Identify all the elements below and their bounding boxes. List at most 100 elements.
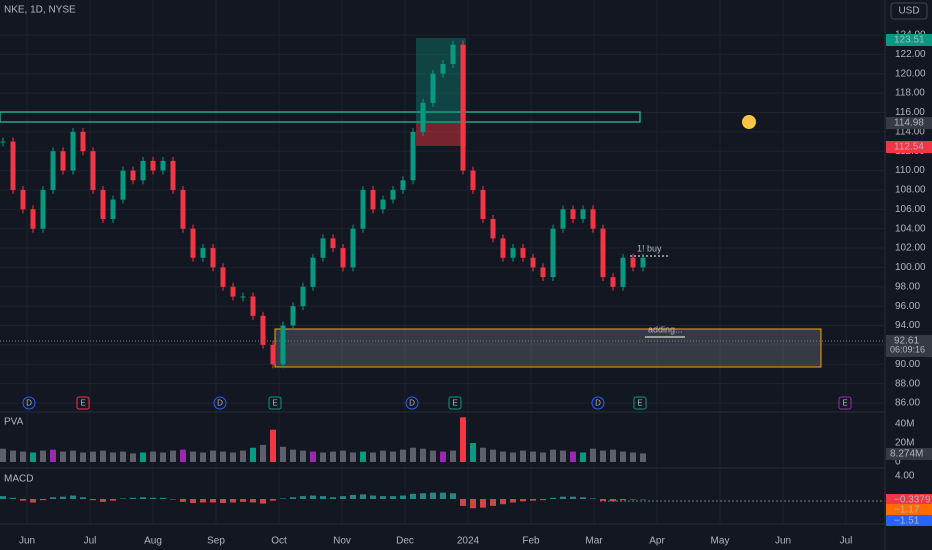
x-tick-label: Aug	[144, 536, 162, 547]
macd-tag	[886, 494, 932, 505]
candle	[590, 209, 596, 229]
event-marker[interactable]	[76, 396, 90, 410]
macd-bar	[150, 497, 156, 499]
event-label[interactable]: E	[842, 399, 847, 408]
candle	[510, 248, 516, 258]
volume-bar	[140, 452, 146, 462]
support-zone	[274, 328, 822, 368]
candle	[180, 189, 186, 229]
x-tick-label: Jul	[84, 536, 97, 547]
macd-bar	[380, 496, 386, 499]
volume-bar	[300, 450, 306, 462]
event-marker[interactable]	[22, 396, 36, 410]
volume-bar	[240, 450, 246, 462]
volume-bar	[420, 448, 426, 462]
macd-bar	[490, 499, 496, 506]
volume-bar	[570, 451, 576, 462]
x-tick-label: Jun	[775, 536, 791, 547]
event-label[interactable]: D	[409, 399, 415, 408]
price-tag	[886, 34, 932, 46]
macd-bar	[20, 499, 26, 501]
candle	[610, 277, 616, 287]
event-label[interactable]: E	[637, 399, 642, 408]
volume-bar	[530, 451, 536, 462]
volume-bar	[400, 449, 406, 462]
candle	[400, 180, 406, 190]
volume-bar	[560, 450, 566, 462]
candle	[600, 228, 606, 278]
volume-bar	[370, 452, 376, 462]
macd-bar	[190, 499, 196, 504]
event-label[interactable]: D	[26, 399, 32, 408]
annotation: 1! buy	[637, 243, 662, 253]
volume-bar	[320, 452, 326, 462]
event-marker[interactable]	[838, 396, 852, 410]
candle	[150, 160, 156, 171]
volume-bar	[500, 451, 506, 462]
candle	[520, 248, 526, 258]
volume-bar	[20, 451, 26, 462]
x-tick-label: May	[711, 536, 730, 547]
macd-bar	[450, 493, 456, 499]
price-tag-label: 123.51	[894, 35, 925, 46]
volume-bar	[630, 452, 636, 462]
macd-bar	[510, 499, 516, 503]
volume-bar	[230, 452, 236, 462]
candle	[380, 199, 386, 210]
event-marker[interactable]	[405, 396, 419, 410]
event-label[interactable]: E	[452, 399, 457, 408]
volume-last: 8.274M	[890, 449, 923, 460]
macd-bar	[630, 499, 636, 500]
candle	[220, 267, 226, 287]
volume-title: PVA	[4, 417, 24, 428]
event-label[interactable]: E	[272, 399, 277, 408]
volume-bar	[170, 450, 176, 462]
volume-bar	[580, 452, 586, 462]
candle	[580, 209, 586, 219]
y-tick-label: 104.00	[895, 223, 926, 234]
macd-bar	[340, 496, 346, 499]
event-label[interactable]: D	[217, 399, 223, 408]
y-tick-label: 86.00	[895, 398, 920, 409]
volume-bar	[110, 452, 116, 462]
currency[interactable]: USD	[898, 6, 919, 17]
macd-bar	[590, 498, 596, 499]
candle	[120, 170, 126, 200]
event-marker[interactable]	[633, 396, 647, 410]
candle	[0, 141, 6, 143]
x-tick-label: Nov	[333, 536, 351, 547]
volume-last-tag	[886, 448, 932, 460]
macd-bar	[430, 492, 436, 499]
macd-bar	[600, 499, 606, 501]
macd-tick-label: 4.00	[895, 471, 915, 482]
event-label[interactable]: D	[595, 399, 601, 408]
volume-tick-label: 20M	[895, 438, 914, 449]
macd-bar	[280, 498, 286, 499]
event-marker[interactable]	[213, 396, 227, 410]
event-marker[interactable]	[448, 396, 462, 410]
event-label[interactable]: E	[80, 399, 85, 408]
candle	[270, 344, 276, 365]
macd-tag	[886, 504, 932, 515]
macd-bar	[60, 496, 66, 499]
volume-bar	[220, 451, 226, 462]
macd-bar	[270, 499, 276, 501]
volume-bar	[290, 449, 296, 462]
resistance-zone	[0, 111, 641, 123]
volume-bar	[350, 452, 356, 462]
event-marker[interactable]	[591, 396, 605, 410]
x-tick-label: Mar	[585, 536, 603, 547]
candle	[470, 170, 476, 190]
volume-bar	[600, 450, 606, 462]
annotation: adding...	[648, 324, 683, 334]
price-tag-label: 92.61	[894, 336, 919, 347]
candle	[430, 73, 436, 103]
volume-bar	[80, 452, 86, 462]
volume-bar	[430, 450, 436, 462]
candle	[170, 160, 176, 190]
macd-bar	[240, 499, 246, 502]
event-marker[interactable]	[268, 396, 282, 410]
candle	[490, 219, 496, 239]
candle	[310, 257, 316, 287]
currency-button[interactable]	[890, 2, 928, 20]
